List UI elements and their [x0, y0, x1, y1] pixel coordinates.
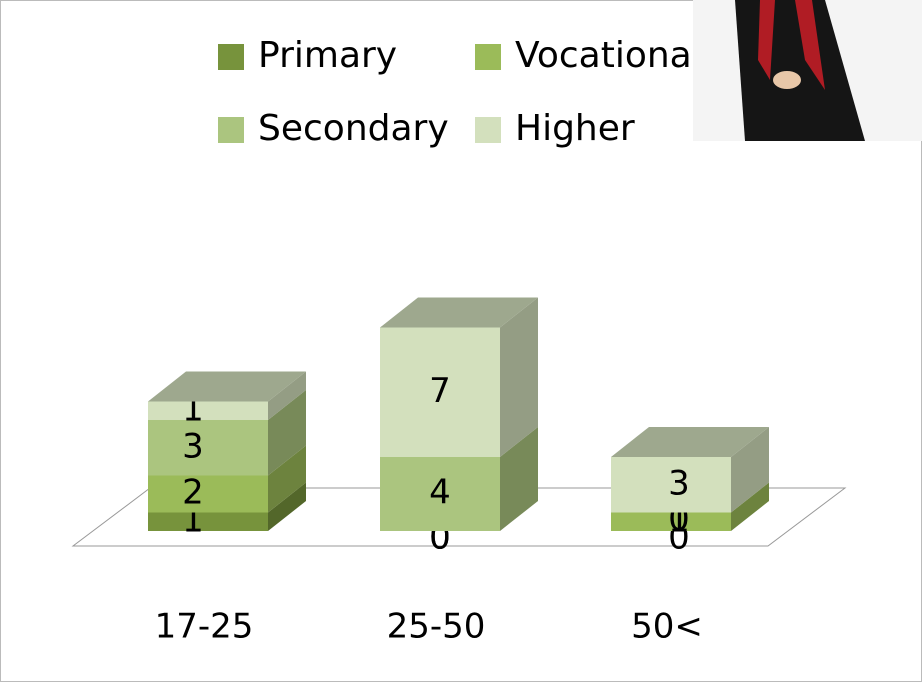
photo-hands	[773, 71, 801, 89]
bar-segment	[148, 482, 306, 531]
data-label: 3	[182, 426, 204, 466]
x-tick-label: 17-25	[155, 607, 254, 647]
bar-front	[380, 457, 500, 531]
floor	[71, 487, 847, 547]
legend-swatch	[475, 117, 501, 143]
bar-segment	[148, 390, 306, 476]
data-label: 2	[182, 473, 204, 513]
bar-front	[611, 512, 731, 531]
bar-top	[611, 427, 769, 457]
bar-segment	[380, 297, 538, 457]
bar-side	[500, 297, 538, 457]
photo-stole	[758, 0, 825, 90]
legend-label: Vocational	[515, 35, 702, 76]
bar-segment	[148, 371, 306, 420]
data-label: 4	[429, 473, 451, 513]
bar-front	[148, 420, 268, 476]
bar-side	[268, 371, 306, 420]
data-label: 3	[668, 463, 690, 503]
data-label: 7	[429, 371, 451, 411]
bar-side	[268, 390, 306, 476]
x-tick-label: 25-50	[387, 607, 486, 647]
legend-swatch	[218, 44, 244, 70]
legend-swatch	[218, 117, 244, 143]
legend-label: Secondary	[258, 108, 449, 149]
bar-side	[731, 427, 769, 513]
bar-front	[380, 327, 500, 457]
bar-side	[268, 445, 306, 513]
bar-front	[611, 457, 731, 513]
bar-segment	[611, 427, 769, 513]
bar-front	[148, 475, 268, 513]
bar-front	[148, 512, 268, 531]
bar-segment	[148, 445, 306, 513]
photo	[693, 0, 922, 141]
bar-segment	[611, 482, 769, 531]
bar-front	[148, 401, 268, 420]
legend-swatch	[475, 44, 501, 70]
bar-side	[500, 427, 538, 531]
bar-side	[731, 482, 769, 531]
bar-side	[268, 482, 306, 531]
bar-top	[148, 371, 306, 402]
bar-segment	[380, 427, 538, 531]
legend-label: Primary	[258, 35, 397, 76]
legend-label: Higher	[515, 108, 635, 149]
legend: Primary Vocational Secondary Higher	[218, 35, 702, 149]
bar-top	[380, 297, 538, 328]
x-tick-label: 50<	[631, 607, 703, 647]
